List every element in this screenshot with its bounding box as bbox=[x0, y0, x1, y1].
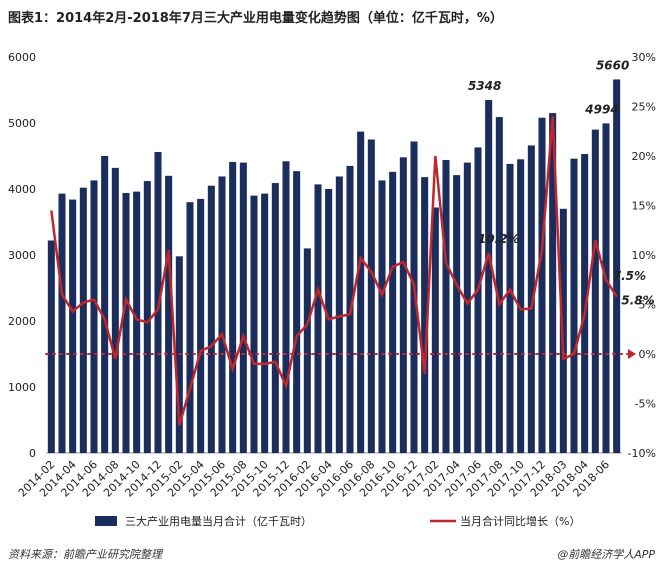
bar bbox=[229, 161, 237, 453]
bar bbox=[591, 129, 599, 453]
bar bbox=[218, 176, 226, 453]
y2-tick-label: -10% bbox=[628, 447, 656, 460]
bar bbox=[506, 163, 514, 454]
credit: @前瞻经济学人APP bbox=[557, 548, 655, 561]
chart-title: 图表1：2014年2月-2018年7月三大产业用电量变化趋势图（单位：亿千瓦时，… bbox=[8, 10, 503, 26]
bar bbox=[325, 189, 333, 453]
bar bbox=[186, 202, 194, 453]
bar bbox=[421, 177, 429, 453]
bar bbox=[197, 198, 205, 453]
bar bbox=[47, 240, 55, 453]
bar-label: 5660 bbox=[596, 58, 629, 72]
bar bbox=[282, 161, 290, 453]
bar bbox=[69, 199, 77, 453]
bar bbox=[271, 183, 279, 453]
bar-label: 4994 bbox=[584, 102, 618, 116]
bar bbox=[90, 180, 98, 454]
bar bbox=[581, 154, 589, 453]
bar bbox=[293, 171, 301, 453]
y-tick-label: 3000 bbox=[8, 249, 36, 262]
bar bbox=[442, 159, 450, 453]
source: 资料来源：前瞻产业研究院整理 bbox=[8, 548, 164, 561]
bar bbox=[207, 185, 215, 453]
line-label: 7.5% bbox=[613, 269, 646, 283]
line-label: 10.2% bbox=[478, 232, 520, 246]
y2-tick-label: 10% bbox=[632, 249, 656, 262]
bar bbox=[495, 117, 503, 453]
y-tick-label: 0 bbox=[29, 447, 36, 460]
y2-tick-label: -5% bbox=[635, 398, 656, 411]
bar bbox=[389, 171, 397, 453]
bar bbox=[79, 187, 87, 453]
bar bbox=[111, 167, 119, 453]
bar bbox=[431, 207, 439, 453]
bar bbox=[165, 175, 173, 454]
bar bbox=[474, 147, 482, 454]
y-tick-label: 5000 bbox=[8, 117, 36, 130]
y2-tick-label: 25% bbox=[632, 101, 656, 114]
bar bbox=[570, 158, 578, 453]
y2-tick-label: 30% bbox=[632, 51, 656, 64]
legend-label: 当月合计同比增长（%） bbox=[460, 514, 580, 528]
bar bbox=[261, 193, 269, 453]
line-label: 5.8% bbox=[621, 294, 654, 308]
bar bbox=[549, 113, 557, 453]
bar bbox=[58, 193, 66, 453]
bar bbox=[239, 162, 247, 453]
bar bbox=[602, 123, 610, 453]
bar bbox=[399, 157, 407, 453]
y2-tick-label: 5% bbox=[639, 299, 656, 312]
bar bbox=[378, 180, 386, 454]
y-tick-label: 2000 bbox=[8, 315, 36, 328]
bar bbox=[133, 191, 141, 453]
bar bbox=[410, 141, 418, 454]
bar bbox=[463, 162, 471, 453]
legend-swatch bbox=[95, 516, 117, 526]
y2-tick-label: 0% bbox=[639, 348, 656, 361]
bar bbox=[303, 248, 311, 453]
bar bbox=[453, 175, 461, 453]
bar bbox=[314, 184, 322, 453]
bar bbox=[538, 117, 546, 453]
bar-label: 5348 bbox=[468, 79, 501, 93]
y-tick-label: 1000 bbox=[8, 381, 36, 394]
y2-tick-label: 15% bbox=[632, 200, 656, 213]
bar bbox=[367, 139, 375, 453]
y-tick-label: 6000 bbox=[8, 51, 36, 64]
bar bbox=[517, 159, 525, 454]
bar bbox=[357, 131, 365, 453]
bar bbox=[101, 156, 109, 453]
y2-tick-label: 20% bbox=[632, 150, 656, 163]
bar bbox=[122, 192, 130, 453]
bar bbox=[250, 195, 258, 453]
bar bbox=[613, 79, 621, 453]
bar bbox=[527, 145, 535, 453]
zero-arrow bbox=[628, 349, 636, 359]
y-tick-label: 4000 bbox=[8, 183, 36, 196]
bar bbox=[143, 181, 151, 453]
bar bbox=[335, 176, 343, 453]
line bbox=[50, 116, 618, 426]
bar bbox=[485, 100, 493, 454]
legend-label: 三大产业用电量当月合计（亿千瓦时） bbox=[125, 514, 312, 528]
